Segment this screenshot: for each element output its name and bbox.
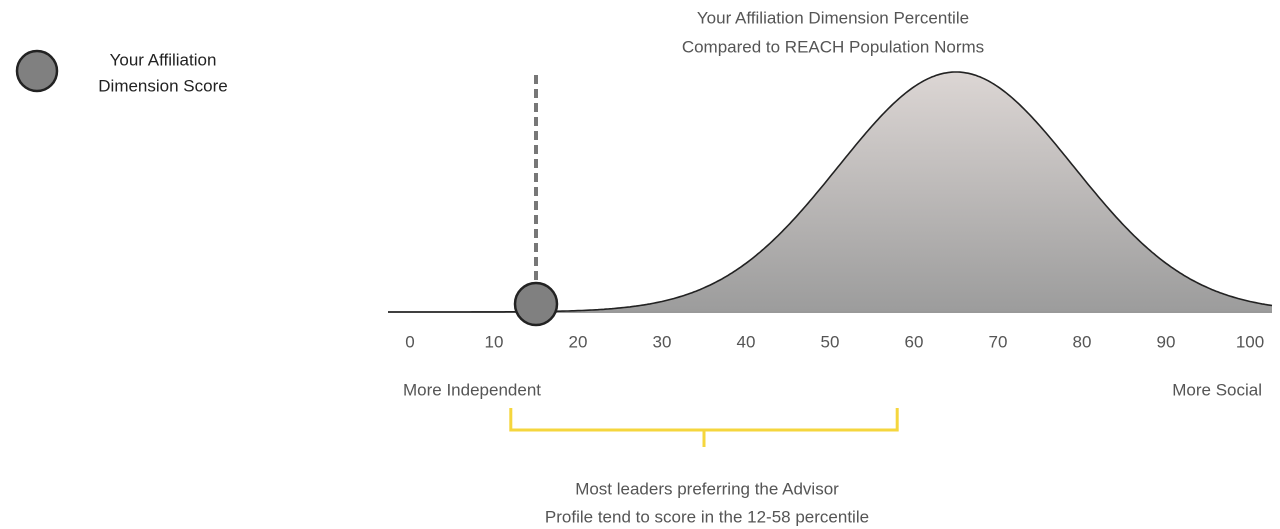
x-tick-label: 10 <box>485 332 504 351</box>
x-tick-label: 0 <box>405 332 414 351</box>
x-tick-label: 80 <box>1073 332 1092 351</box>
annotation-line: Profile tend to score in the 12-58 perce… <box>545 507 869 526</box>
range-bracket <box>509 408 899 447</box>
x-tick-label: 20 <box>569 332 588 351</box>
title-line: Your Affiliation Dimension Percentile <box>697 8 969 27</box>
x-tick-label: 30 <box>653 332 672 351</box>
axis-label-right: More Social <box>1172 380 1262 399</box>
legend-text: Your Affiliation <box>110 50 217 69</box>
annotation-line: Most leaders preferring the Advisor <box>575 479 839 498</box>
x-tick-label: 100 <box>1236 332 1264 351</box>
x-tick-label: 90 <box>1157 332 1176 351</box>
axis-label-left: More Independent <box>403 380 541 399</box>
x-tick-label: 70 <box>989 332 1008 351</box>
x-tick-label: 60 <box>905 332 924 351</box>
curve-area <box>388 72 1272 312</box>
x-tick-label: 40 <box>737 332 756 351</box>
legend-text: Dimension Score <box>98 76 227 95</box>
legend-marker <box>15 49 59 93</box>
score-marker <box>513 281 559 327</box>
x-tick-label: 50 <box>821 332 840 351</box>
title-line: Compared to REACH Population Norms <box>682 37 984 56</box>
